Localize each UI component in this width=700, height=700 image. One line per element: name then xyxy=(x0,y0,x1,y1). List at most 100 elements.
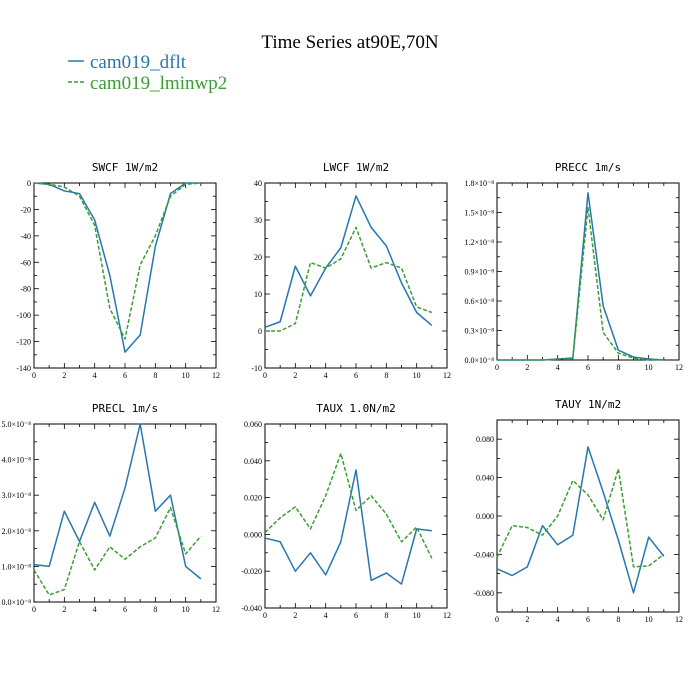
legend-label-dflt: cam019_dflt xyxy=(90,52,187,73)
axis-frame xyxy=(33,182,217,369)
x-tick-label: 0 xyxy=(32,605,36,614)
y-tick-label: -60 xyxy=(20,258,31,267)
x-tick-label: 6 xyxy=(354,611,358,620)
y-tick-label: -0.040 xyxy=(473,550,494,559)
y-tick-label: 4.0×10⁻⁸ xyxy=(1,456,31,465)
x-tick-label: 8 xyxy=(153,371,157,380)
x-tick-label: 0 xyxy=(263,611,267,620)
y-tick-label: -0.080 xyxy=(473,589,494,598)
x-tick-label: 0 xyxy=(32,371,36,380)
y-tick-label: 0.6×10⁻⁸ xyxy=(464,297,494,306)
series-line-dflt xyxy=(264,195,433,329)
x-tick-label: 8 xyxy=(616,363,620,372)
x-tick-label: 2 xyxy=(62,371,66,380)
y-tick-label: 0.0×10⁻⁸ xyxy=(1,598,31,607)
y-tick-label: -140 xyxy=(16,364,31,373)
y-tick-label: 0 xyxy=(27,179,31,188)
y-tick-label: -80 xyxy=(20,285,31,294)
y-tick-label: 0.080 xyxy=(476,435,494,444)
x-tick-label: 2 xyxy=(293,371,297,380)
series-line-dflt xyxy=(33,423,202,580)
x-tick-label: 4 xyxy=(93,371,97,380)
series-line-lminwp2 xyxy=(496,468,665,568)
x-tick-label: 10 xyxy=(413,371,421,380)
y-tick-label: 0.040 xyxy=(476,474,494,483)
x-tick-label: 8 xyxy=(616,615,620,624)
y-tick-label: 10 xyxy=(254,290,262,299)
x-tick-label: 4 xyxy=(556,615,560,624)
x-tick-label: 2 xyxy=(525,363,529,372)
series-line-dflt xyxy=(264,469,432,585)
x-tick-label: 10 xyxy=(645,615,653,624)
y-tick-label: -10 xyxy=(251,364,262,373)
panel-tauy: TAUY 1N/m2 0 2 4 6 8 10 12 0.080 0.040 0.000 -0.040… xyxy=(473,398,683,624)
y-tick-label: 3.0×10⁻⁸ xyxy=(1,491,31,500)
series-line-dflt xyxy=(496,446,665,594)
figure-title: Time Series at90E,70N xyxy=(261,32,438,53)
y-tick-label: 2.0×10⁻⁸ xyxy=(1,527,31,536)
x-tick-label: 4 xyxy=(556,363,560,372)
panel-title: LWCF 1W/m2 xyxy=(323,161,389,174)
series-line-lminwp2 xyxy=(33,506,202,596)
y-tick-label: 0.9×10⁻⁸ xyxy=(464,268,494,277)
y-tick-label: 0.3×10⁻⁸ xyxy=(464,327,494,336)
x-tick-label: 12 xyxy=(443,611,451,620)
x-tick-label: 12 xyxy=(675,363,683,372)
x-tick-label: 4 xyxy=(93,605,97,614)
y-tick-label: -0.020 xyxy=(241,567,262,576)
x-tick-label: 6 xyxy=(354,371,358,380)
y-tick-label: 0 xyxy=(258,327,262,336)
series-line-lminwp2 xyxy=(264,452,433,559)
x-tick-label: 6 xyxy=(123,371,127,380)
x-tick-label: 2 xyxy=(525,615,529,624)
axis-frame xyxy=(33,423,217,603)
y-tick-label: 0.000 xyxy=(244,530,262,539)
y-tick-label: 30 xyxy=(254,216,262,225)
panel-taux: TAUX 1.0N/m2 0 2 4 6 8 10 12 0.060 0.040 0.020 0.00… xyxy=(241,402,451,620)
y-tick-label: 40 xyxy=(254,179,262,188)
series-line-lminwp2 xyxy=(497,206,664,361)
panels: SWCF 1W/m20 2 4 6 8 10 120-20-40-60-80-100-120… xyxy=(1,161,683,624)
y-tick-label: 1.0×10⁻⁸ xyxy=(1,562,31,571)
y-tick-label: 0.060 xyxy=(244,420,262,429)
x-tick-label: 4 xyxy=(324,611,328,620)
x-tick-label: 4 xyxy=(324,371,328,380)
x-tick-label: 6 xyxy=(586,363,590,372)
x-tick-label: 2 xyxy=(62,605,66,614)
y-tick-label: -40 xyxy=(20,232,31,241)
x-tick-label: 12 xyxy=(212,605,220,614)
x-tick-label: 6 xyxy=(123,605,127,614)
y-tick-label: -120 xyxy=(16,338,31,347)
legend: cam019_dflt cam019_lminwp2 xyxy=(68,52,227,94)
series-line-lminwp2 xyxy=(265,226,433,332)
y-tick-label: -100 xyxy=(16,311,31,320)
y-tick-label: 1.5×10⁻⁸ xyxy=(464,209,494,218)
y-tick-label: -0.040 xyxy=(241,604,262,613)
x-tick-label: 8 xyxy=(384,611,388,620)
y-tick-label: 1.8×10⁻⁸ xyxy=(464,179,494,188)
x-tick-label: 10 xyxy=(413,611,421,620)
y-tick-label: -20 xyxy=(20,205,31,214)
panel-title: PRECC 1m/s xyxy=(555,161,621,174)
y-tick-label: 0.000 xyxy=(476,512,494,521)
y-tick-label: 5.0×10⁻⁸ xyxy=(1,420,31,429)
x-tick-label: 10 xyxy=(182,605,190,614)
series-line-dflt xyxy=(33,182,201,353)
x-tick-label: 10 xyxy=(182,371,190,380)
panel-title: TAUY 1N/m2 xyxy=(555,398,621,411)
panel-precc: PRECC 1m/s 0 2 4 6 8 10 12 1.8×10⁻⁸ 1.5×10⁻⁸ 1.2×1… xyxy=(464,161,683,372)
panel-title: PRECL 1m/s xyxy=(92,402,158,415)
x-tick-label: 0 xyxy=(495,363,499,372)
panel-swcf: SWCF 1W/m2 0 2 4 6 8 10 12 0 -20 -40 -60 -80 -100 -120… xyxy=(16,161,220,380)
x-tick-label: 12 xyxy=(443,371,451,380)
x-tick-label: 0 xyxy=(263,371,267,380)
y-tick-label: 0.0×10⁻⁸ xyxy=(464,356,494,365)
x-tick-label: 0 xyxy=(495,615,499,624)
panel-precl: PRECL 1m/s 0 2 4 6 8 10 12 5.0×10⁻⁸ 4.0×10⁻⁸ 3.0×1… xyxy=(1,402,220,614)
y-tick-label: 0.020 xyxy=(244,494,262,503)
x-tick-label: 12 xyxy=(675,615,683,624)
y-tick-label: 0.040 xyxy=(244,457,262,466)
x-tick-label: 12 xyxy=(212,371,220,380)
